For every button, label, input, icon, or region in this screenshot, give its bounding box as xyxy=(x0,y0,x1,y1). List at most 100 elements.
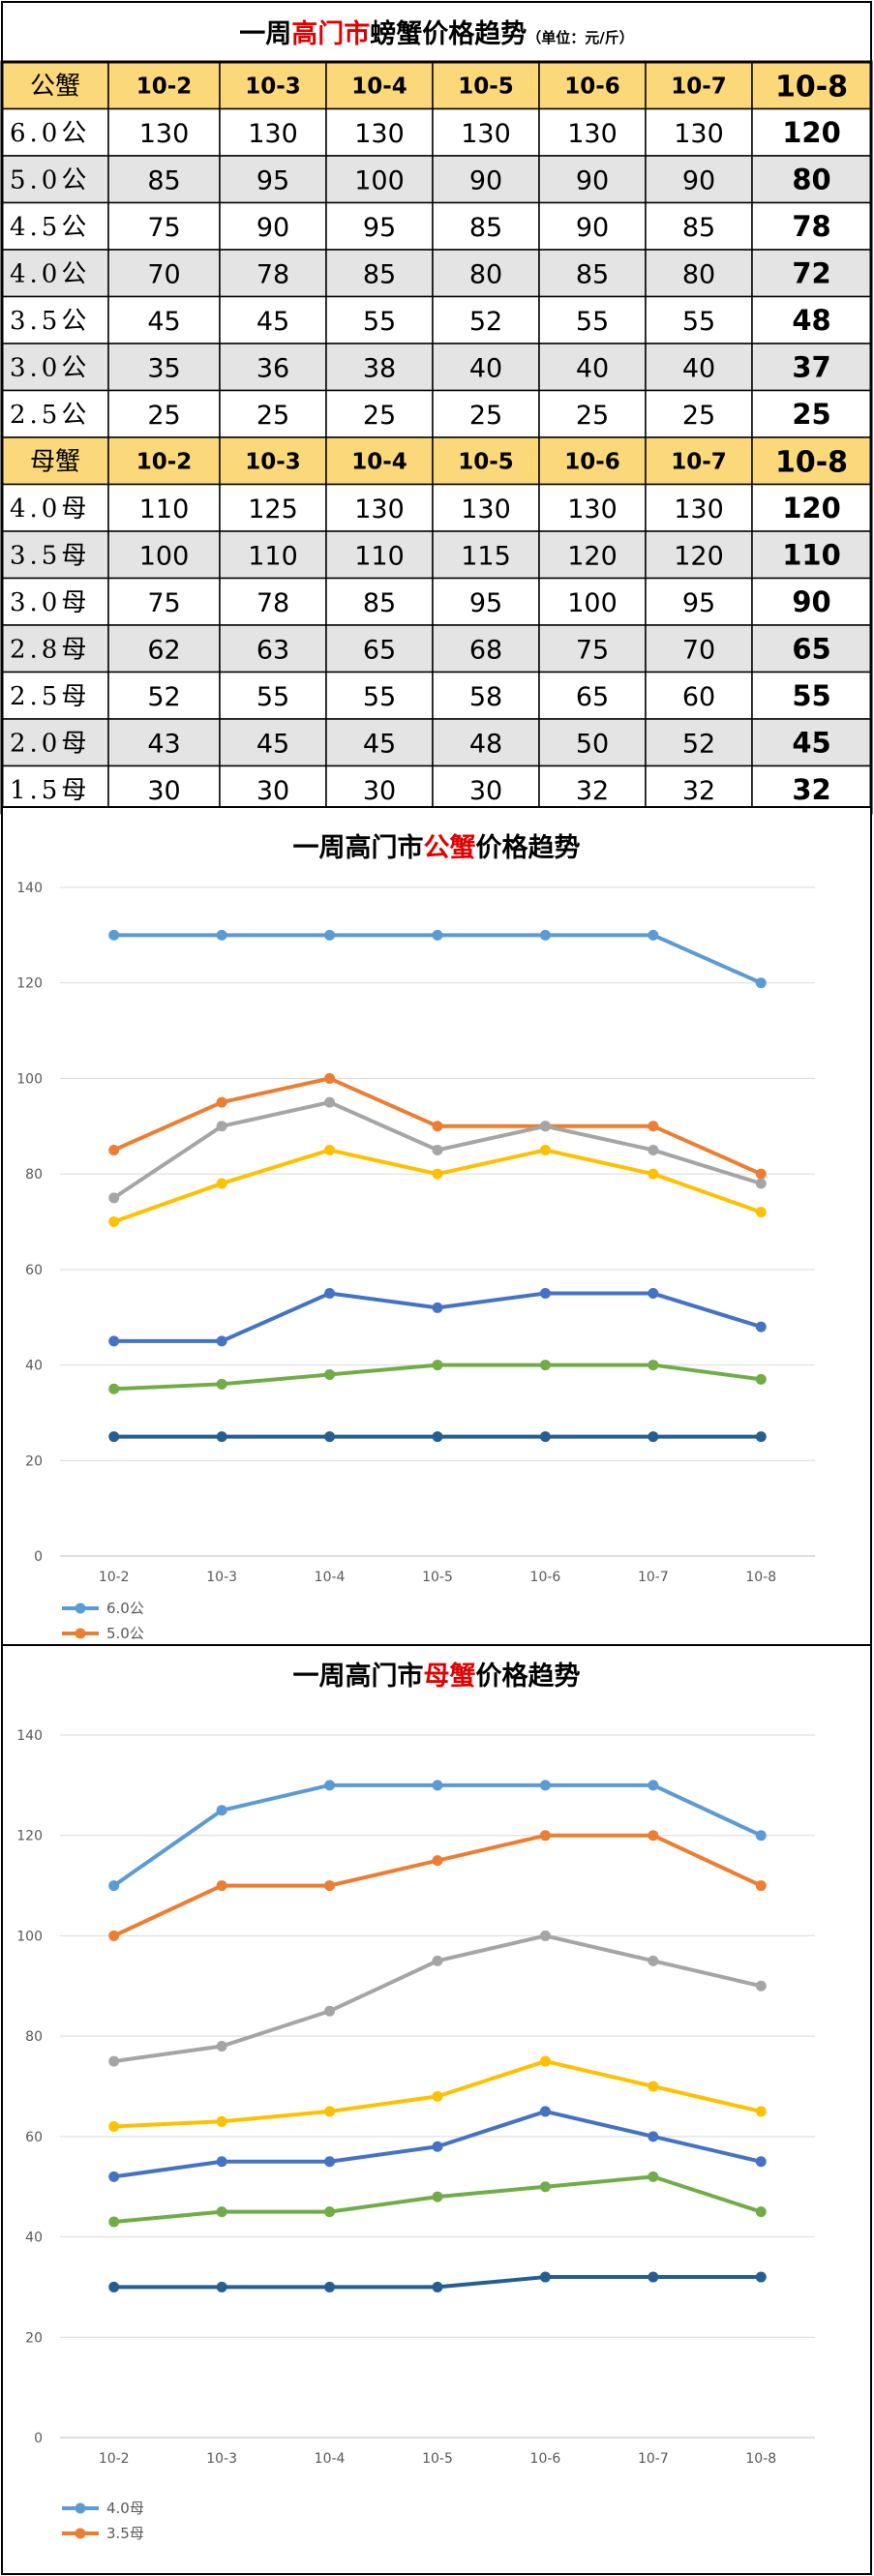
male-cell xyxy=(538,155,647,204)
male-cell xyxy=(325,295,434,344)
series-point xyxy=(432,2281,443,2292)
y-tick-label: 40 xyxy=(25,1359,43,1374)
female-row-value: 62 xyxy=(147,635,180,665)
legend-label: 5.0公 xyxy=(106,1625,144,1642)
male-cell xyxy=(645,249,753,298)
female-cell xyxy=(432,671,540,720)
female-cell xyxy=(538,530,647,580)
male-row-value: 95 xyxy=(256,165,289,195)
male-row-label: 2.5公 xyxy=(10,401,90,430)
series-point xyxy=(216,1096,227,1108)
male-row-value: 40 xyxy=(576,353,609,383)
legend-marker xyxy=(75,1628,86,1639)
male-cell xyxy=(1,201,109,251)
female-row-label: 2.8母 xyxy=(10,635,90,664)
male-row-value: 85 xyxy=(682,213,715,243)
male-row-value: 25 xyxy=(576,401,609,431)
male-chart-frame xyxy=(1,806,872,1646)
male-row-value: 55 xyxy=(576,307,609,337)
series-point xyxy=(755,1830,767,1842)
legend-label: 4.0母 xyxy=(106,2500,144,2517)
female-header-date: 10-8 xyxy=(775,445,848,479)
male-row-value: 36 xyxy=(256,353,289,383)
series-point xyxy=(108,1192,120,1204)
series-point xyxy=(432,1302,443,1313)
female-header-date: 10-4 xyxy=(351,449,407,474)
series-point xyxy=(755,1168,767,1180)
series-point xyxy=(324,1144,336,1155)
female-cell xyxy=(325,577,434,626)
series-point xyxy=(648,2171,659,2182)
series-point xyxy=(648,1168,659,1180)
female-row-value: 130 xyxy=(354,494,405,524)
female-cell xyxy=(751,577,872,626)
female-header-date: 10-5 xyxy=(458,449,514,474)
series-point xyxy=(324,2281,336,2292)
female-row-value: 95 xyxy=(682,588,715,618)
male-cell xyxy=(107,343,221,392)
series-point xyxy=(539,1830,551,1842)
legend-marker xyxy=(75,2502,86,2514)
male-row-value: 130 xyxy=(354,119,405,149)
male-row-value: 130 xyxy=(674,119,724,149)
series-point xyxy=(755,1373,767,1385)
x-tick-label: 10-2 xyxy=(99,1570,130,1585)
female-row-value: 30 xyxy=(147,776,180,806)
female-cell xyxy=(325,764,434,814)
series-point xyxy=(324,1780,336,1791)
female-header-cell xyxy=(325,436,434,486)
series-point xyxy=(432,1121,443,1132)
male-cell xyxy=(219,201,327,251)
series-point xyxy=(216,929,227,941)
female-header-cell xyxy=(107,436,221,486)
female-cell xyxy=(325,483,434,532)
female-cell xyxy=(645,624,753,674)
female-row-value: 110 xyxy=(139,494,190,524)
series-point xyxy=(324,929,336,941)
female-chart-plot: 0 20 40 60 80 100 120 140 10-2 10-3 10-4 10-5 10-6 10… xyxy=(16,1728,815,2542)
female-cell xyxy=(325,624,434,674)
female-header-cell xyxy=(432,436,540,486)
female-crab-chart: 一周高门市母蟹价格趋势 0 20 40 60 80 100 120 140 10-2 10-3 10… xyxy=(1,1644,872,2575)
y-tick-label: 120 xyxy=(16,976,43,992)
male-crab-chart: 一周高门市公蟹价格趋势 0 20 40 60 80 100 120 140 10-2 10-3 10… xyxy=(1,806,872,1646)
series-point xyxy=(539,1930,551,1941)
series-point xyxy=(755,1431,767,1443)
series-point xyxy=(539,1121,551,1132)
female-row-label: 2.5母 xyxy=(10,682,90,711)
male-row-label: 5.0公 xyxy=(10,165,90,195)
male-row-label: 6.0公 xyxy=(10,119,90,148)
series-point xyxy=(648,1360,659,1371)
female-row-value: 45 xyxy=(792,726,830,759)
series-point xyxy=(216,1805,227,1816)
x-tick-label: 10-4 xyxy=(315,2451,346,2467)
male-cell xyxy=(325,343,434,392)
male-cell xyxy=(1,343,109,392)
male-row-value: 90 xyxy=(256,213,289,243)
male-row-value: 45 xyxy=(256,307,289,337)
y-tick-label: 60 xyxy=(25,1263,43,1278)
series-point xyxy=(432,929,443,941)
female-row-value: 130 xyxy=(674,494,724,524)
female-row-value: 130 xyxy=(461,494,511,524)
series-point xyxy=(648,1431,659,1443)
y-tick-label: 20 xyxy=(25,2330,43,2346)
y-tick-label: 40 xyxy=(25,2231,43,2246)
y-tick-label: 100 xyxy=(16,1929,43,1944)
female-cell xyxy=(1,530,109,580)
female-cell xyxy=(645,671,753,720)
male-cell xyxy=(107,107,221,157)
series-point xyxy=(539,2055,551,2067)
male-row-value: 85 xyxy=(363,259,396,289)
male-row-value: 70 xyxy=(147,259,180,289)
series-point xyxy=(108,1216,120,1227)
female-row-value: 30 xyxy=(256,776,289,806)
series-point xyxy=(432,1144,443,1155)
y-tick-label: 0 xyxy=(34,1549,43,1565)
female-row-value: 45 xyxy=(256,729,289,759)
male-row-value: 48 xyxy=(792,304,830,337)
series-point xyxy=(216,2206,227,2218)
series-point xyxy=(755,977,767,989)
male-cell xyxy=(219,155,327,204)
male-chart-title: 一周高门市公蟹价格趋势 xyxy=(293,832,581,863)
